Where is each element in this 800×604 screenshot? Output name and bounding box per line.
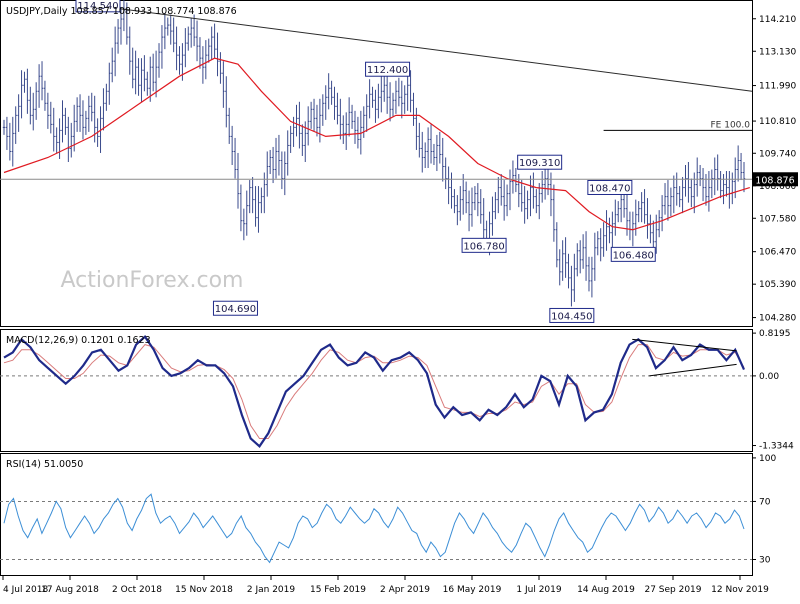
rsi-line (3, 493, 745, 564)
rsi-panel-frame (0, 453, 753, 576)
macd-y-tick-label: -1.3344 (759, 442, 794, 452)
x-tick-label: 4 Jul 2018 (3, 585, 48, 595)
axis-layer: 108.876 114.210 113.130 111.990 110.810 109.7… (2, 15, 798, 595)
rsi-y-tick-label: 70 (759, 497, 771, 507)
macd-triangle-line (649, 363, 737, 377)
current-price-tag-label: 108.876 (755, 175, 794, 186)
price-layer: FE 100.0 114.540 104.690 112.400 106.780 109.… (0, 0, 753, 323)
price-annotation-label: 104.450 (551, 311, 592, 322)
macd-line (3, 335, 746, 448)
price-y-tick-label: 114.210 (759, 15, 796, 25)
price-y-tick-label: 110.810 (759, 117, 796, 127)
price-y-tick-label: 107.580 (759, 214, 796, 224)
x-tick-label: 15 Feb 2019 (310, 585, 366, 595)
price-annotation-box (461, 237, 507, 253)
x-tick-label: 2 Jan 2019 (247, 585, 295, 595)
price-annotation-label: 109.310 (519, 158, 560, 169)
price-y-tick-label: 109.740 (759, 149, 796, 159)
x-tick-label: 14 Aug 2019 (577, 585, 635, 595)
price-y-tick-label: 104.280 (759, 314, 796, 324)
price-y-tick-label: 111.990 (759, 82, 796, 92)
price-annotation-box (212, 300, 258, 316)
price-annotation-box (549, 307, 595, 323)
price-annotation-box (517, 154, 563, 170)
symbol-header: USDJPY,Daily 108.857 108.933 108.774 108… (6, 6, 237, 17)
price-annotation-label: 106.480 (613, 250, 654, 261)
rsi-y-tick-label: 100 (759, 454, 776, 464)
price-annotation-label: 104.690 (215, 304, 256, 315)
macd-title: MACD(12,26,9) 0.1201 0.1623 (6, 335, 151, 346)
price-annotation-label: 106.780 (463, 241, 504, 252)
x-tick-label: 15 Nov 2018 (175, 585, 233, 595)
price-annotation-label: 112.400 (367, 65, 408, 76)
rsi-layer (0, 493, 752, 564)
rsi-y-tick-label: 30 (759, 555, 771, 565)
price-y-tick-label: 106.470 (759, 248, 796, 258)
macd-triangle-line (632, 338, 737, 352)
sma-line (3, 57, 750, 231)
price-annotation-box (587, 179, 633, 195)
resistance-trendline (120, 8, 753, 92)
rsi-title: RSI(14) 51.0050 (6, 459, 83, 470)
macd-y-tick-label: 0.00 (759, 372, 779, 382)
x-tick-label: 1 Jul 2019 (516, 585, 561, 595)
x-tick-label: 16 May 2019 (443, 585, 502, 595)
x-tick-label: 27 Sep 2019 (644, 585, 701, 595)
price-y-tick-label: 108.660 (759, 182, 796, 192)
current-price-tag (752, 172, 798, 187)
macd-layer (0, 335, 752, 448)
x-tick-label: 2 Oct 2018 (112, 585, 162, 595)
price-y-tick-label: 113.130 (759, 47, 796, 57)
price-annotation-box (610, 246, 656, 262)
macd-panel-frame (0, 329, 753, 452)
x-tick-label: 12 Nov 2019 (711, 585, 769, 595)
fe-level-label: FE 100.0 (711, 120, 751, 130)
price-y-tick-label: 105.390 (759, 280, 796, 290)
price-annotation-box (365, 61, 411, 77)
macd-y-tick-label: 0.8195 (759, 329, 791, 339)
x-tick-label: 17 Aug 2018 (41, 585, 99, 595)
price-annotation-box (75, 0, 121, 13)
price-annotation-label: 108.470 (589, 183, 630, 194)
price-panel-frame (0, 0, 753, 327)
x-tick-label: 2 Apr 2019 (380, 585, 430, 595)
watermark: ActionForex.com (61, 268, 244, 293)
price-annotation-label: 114.540 (77, 1, 118, 12)
